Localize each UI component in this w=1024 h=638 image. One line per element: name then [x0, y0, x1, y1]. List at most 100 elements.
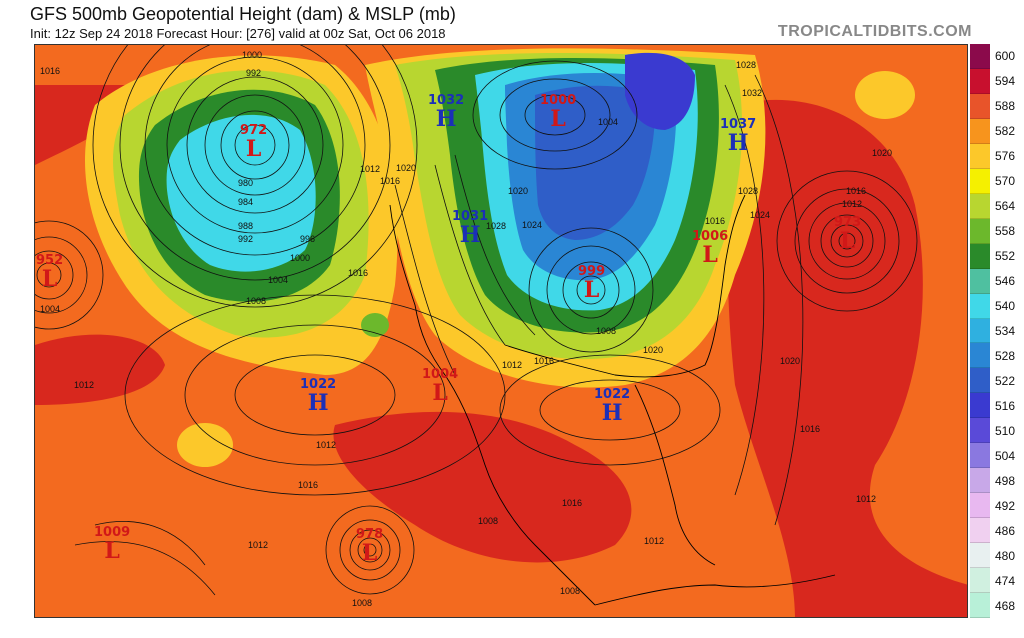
isobar-label: 1016 [846, 186, 867, 196]
legend-label: 492 [995, 498, 1016, 513]
isobar-label: 992 [238, 234, 254, 244]
isobar-label: 1012 [842, 199, 863, 209]
pressure-center-low: 972 L [240, 123, 268, 162]
pressure-letter: L [361, 540, 378, 566]
pressure-letter: H [307, 390, 329, 416]
legend-label: 582 [995, 124, 1016, 139]
isobar-label: 1032 [742, 88, 763, 98]
pressure-letter: L [583, 277, 600, 303]
isobar-label: 1008 [478, 516, 499, 526]
pressure-center-high: 1022 H [594, 387, 631, 426]
legend-row: 552 [970, 243, 1024, 269]
pressure-center-low: 1000 L [540, 93, 577, 132]
isobar-label: 992 [246, 68, 262, 78]
pressure-value: 1022 [300, 377, 337, 392]
pressure-letter: H [727, 130, 749, 156]
legend-row: 498 [970, 468, 1024, 494]
legend-swatch [970, 418, 990, 444]
pressure-value: 972 [240, 123, 268, 138]
yellow-blob-pacific [177, 423, 233, 467]
coastlines [389, 194, 836, 606]
pressure-letter: L [839, 228, 856, 254]
legend-swatch [970, 493, 990, 519]
legend-swatch [970, 218, 990, 244]
legend-label: 558 [995, 224, 1016, 239]
pressure-letter: H [601, 400, 623, 426]
legend-label: 552 [995, 249, 1016, 264]
pressure-center-low: 999 L [578, 264, 606, 303]
legend-swatch [970, 93, 990, 119]
pressure-value: 1022 [594, 387, 631, 402]
pressure-value: 952 [36, 253, 64, 268]
legend-row: 492 [970, 493, 1024, 519]
legend-swatch [970, 318, 990, 344]
pressure-letter: L [432, 380, 448, 406]
yellow-blob-atlantic [855, 71, 915, 119]
legend-row: 504 [970, 443, 1024, 469]
red-ridge-south [333, 411, 632, 563]
pressure-value: 1037 [720, 117, 757, 132]
legend-swatch [970, 44, 990, 69]
isobar-label: 1012 [502, 360, 523, 370]
legend-label: 540 [995, 299, 1016, 314]
legend-label: 504 [995, 448, 1016, 463]
isobar-label: 1020 [643, 345, 664, 355]
legend-row: 546 [970, 268, 1024, 294]
legend-swatch [970, 568, 990, 594]
legend-label: 564 [995, 199, 1016, 214]
isobar-label: 1016 [705, 216, 726, 226]
legend-row: 474 [970, 568, 1024, 594]
isobar-label: 996 [300, 234, 316, 244]
pressure-center-high: 1022 H [300, 377, 337, 416]
pressure-value: 999 [578, 264, 606, 279]
isobar-label: 1016 [40, 66, 61, 76]
legend-label: 534 [995, 323, 1016, 338]
legend-row: 576 [970, 143, 1024, 169]
pressure-value: 978 [356, 527, 384, 542]
legend-swatch [970, 143, 990, 169]
isobar-label: 1020 [396, 163, 417, 173]
isobar-label: 1020 [872, 148, 893, 158]
isobar-label: 1016 [348, 268, 369, 278]
pressure-letter: L [104, 538, 120, 564]
isobar-label: 1008 [352, 598, 373, 608]
weather-map [34, 44, 968, 618]
header: GFS 500mb Geopotential Height (dam) & MS… [0, 0, 1024, 44]
legend-row: 582 [970, 118, 1024, 144]
legend-swatch [970, 118, 990, 144]
legend-label: 576 [995, 149, 1016, 164]
legend-row: 564 [970, 193, 1024, 219]
isobar-label: 1020 [780, 356, 801, 366]
pressure-value: 1004 [422, 367, 459, 382]
legend-swatch [970, 343, 990, 369]
legend-swatch [970, 593, 990, 618]
brand-watermark: TROPICALTIDBITS.COM [777, 23, 972, 40]
legend-label: 600 [995, 49, 1016, 64]
pressure-value: 1000 [540, 93, 577, 108]
isobar-label: 1016 [380, 176, 401, 186]
isobar-label: 988 [238, 221, 254, 231]
isobar-label: 1008 [560, 586, 581, 596]
pressure-letter: L [245, 136, 262, 162]
pressure-center-low: 1009 L [94, 526, 130, 564]
isobar-label: 1020 [508, 186, 529, 196]
pressure-center-low: 1006 L [692, 230, 728, 267]
isobar-label: 1012 [360, 164, 381, 174]
pressure-center-low: 973 L [834, 216, 861, 254]
isobar-label: 1012 [644, 536, 665, 546]
pressure-letter: L [550, 106, 566, 132]
isobars [35, 45, 918, 596]
isobar-label: 1012 [74, 380, 95, 390]
legend-swatch [970, 168, 990, 194]
legend-row: 540 [970, 293, 1024, 319]
legend-row: 480 [970, 543, 1024, 569]
legend-row: 486 [970, 518, 1024, 544]
pressure-value: 1032 [428, 93, 465, 108]
pressure-center-low: 978 L [356, 527, 384, 566]
legend-swatch [970, 443, 990, 469]
isobar-label: 1024 [522, 220, 543, 230]
pressure-letter: H [459, 222, 481, 248]
legend-swatch [970, 293, 990, 319]
pressure-center-low: 1004 L [422, 367, 459, 406]
legend-row: 516 [970, 393, 1024, 419]
